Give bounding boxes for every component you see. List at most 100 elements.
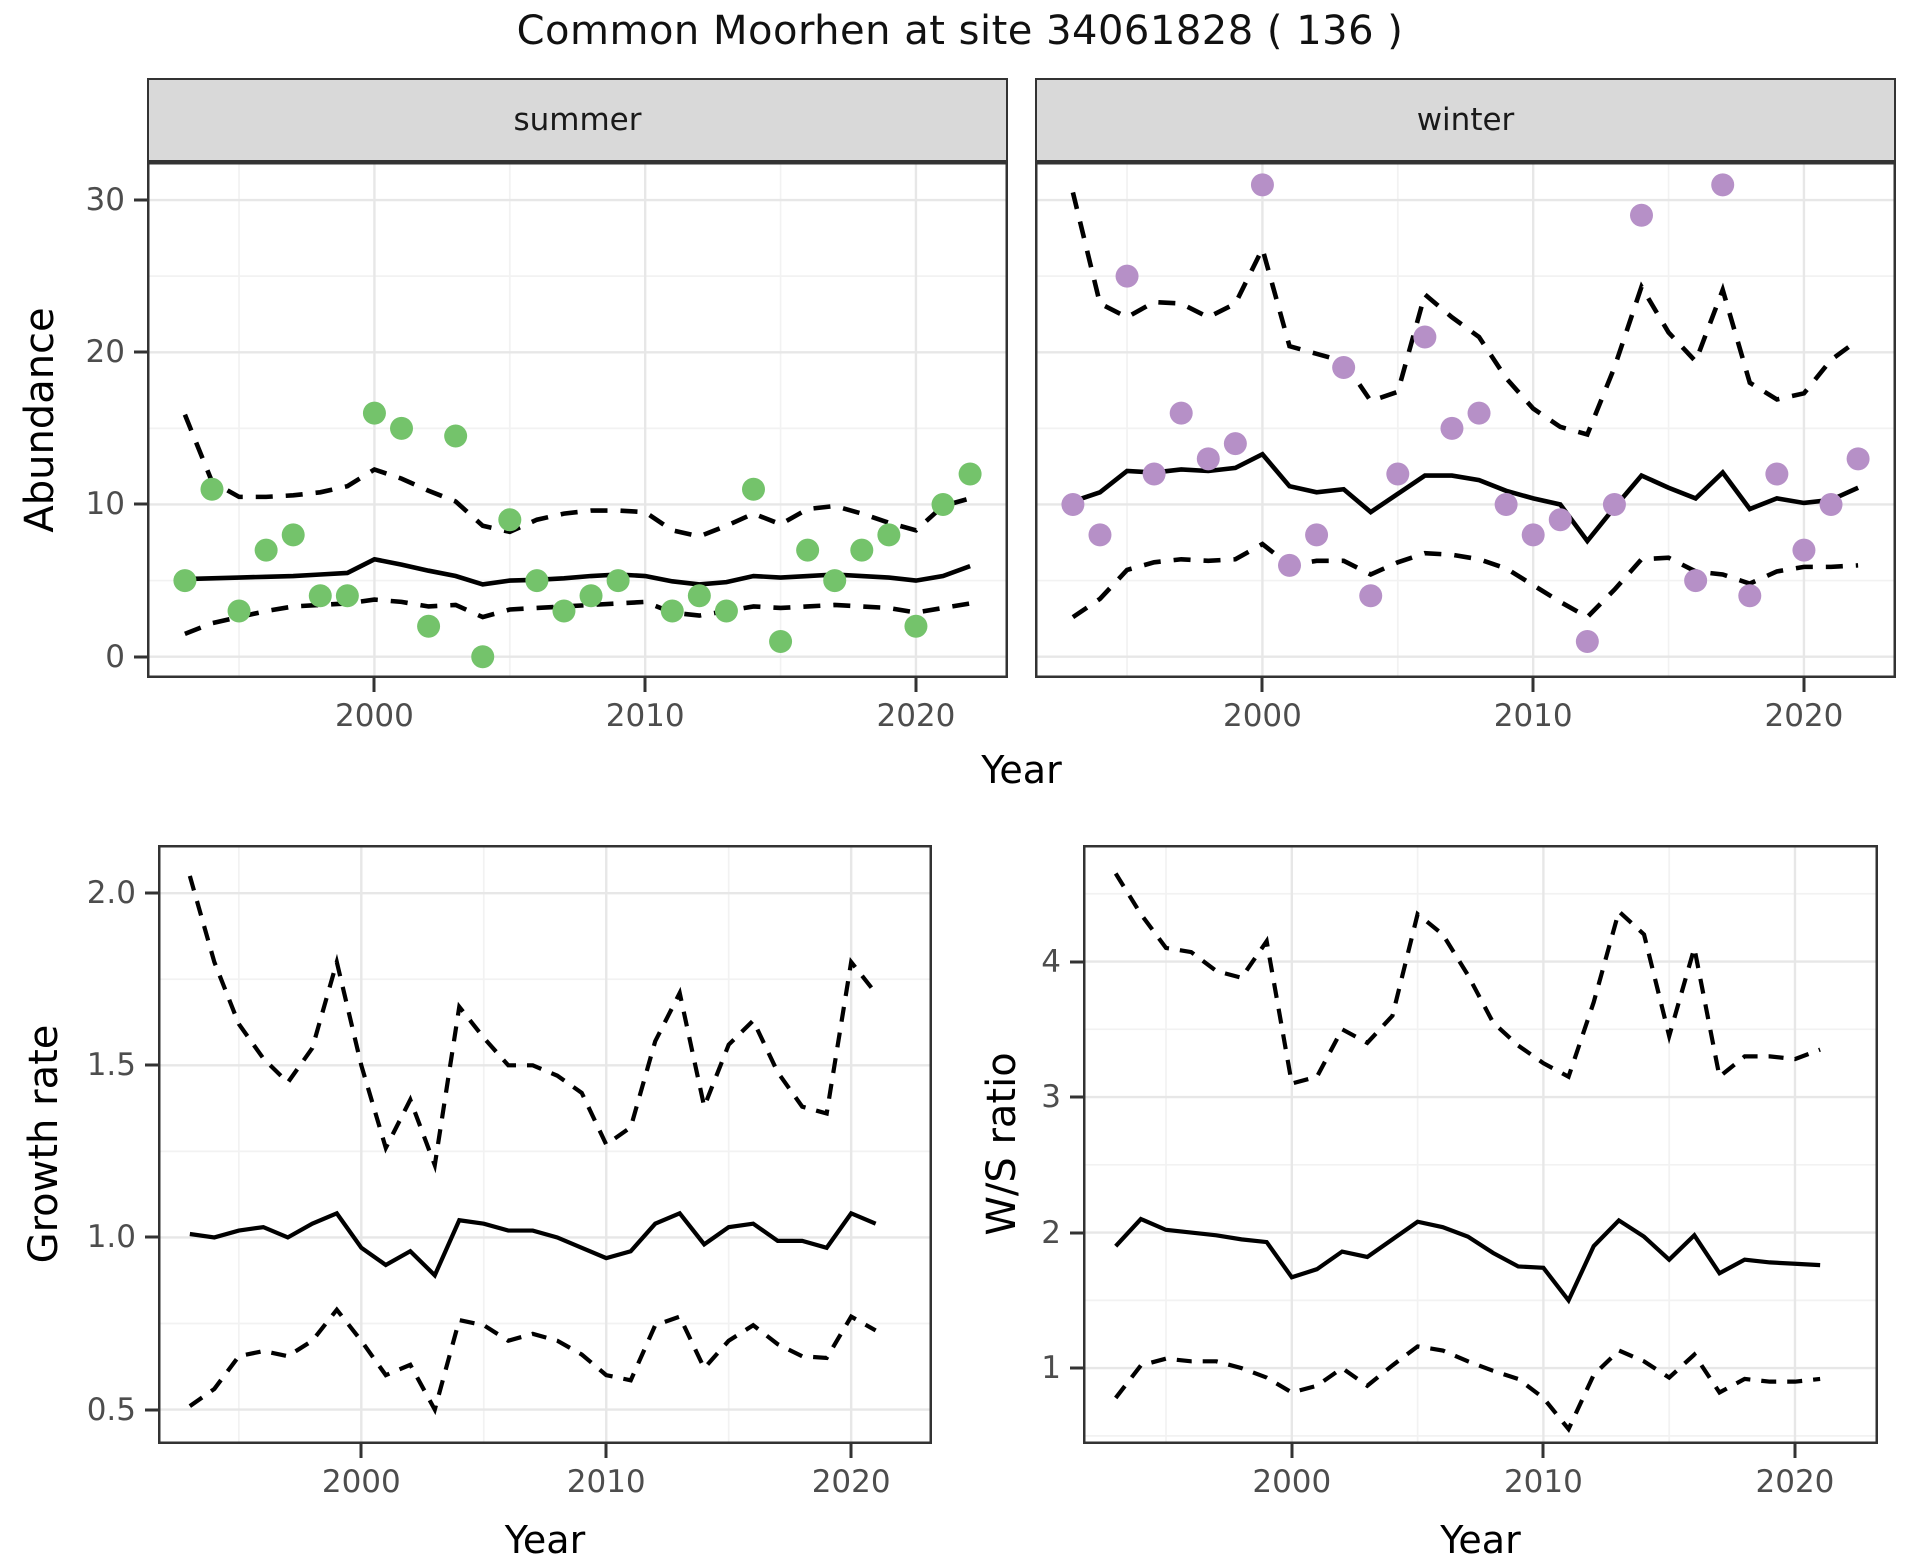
summer-observation-point xyxy=(444,424,468,448)
winter-observation-point xyxy=(1250,173,1274,197)
winter-observation-point xyxy=(1711,173,1735,197)
y-tick-mark xyxy=(134,350,147,354)
x-tick-mark xyxy=(643,678,647,692)
winter-observation-point xyxy=(1521,523,1545,547)
x-tick-mark xyxy=(604,1444,608,1458)
y-tick-label: 4 xyxy=(1041,943,1061,980)
growth-rate-axis-title: Growth rate xyxy=(21,1024,67,1264)
x-tick-label: 2000 xyxy=(1252,1464,1332,1500)
growth-upper_95ci-line xyxy=(187,875,878,1174)
ws-ratio-axis-title: W/S ratio xyxy=(979,1052,1025,1236)
ws-upper_95ci-line xyxy=(1113,872,1821,1087)
summer-abundance-panel xyxy=(147,162,1008,678)
y-tick-mark xyxy=(1070,1095,1083,1099)
ws-ratio-panel xyxy=(1083,845,1878,1444)
facet-strip-summer-label: summer xyxy=(513,102,642,138)
x-tick-label: 2010 xyxy=(1503,1464,1583,1500)
summer-observation-point xyxy=(931,492,955,516)
winter-upper_95ci-line xyxy=(1070,191,1860,438)
y-tick-mark xyxy=(145,1408,158,1412)
winter-observation-point xyxy=(1115,264,1139,288)
winter-observation-point xyxy=(1061,492,1085,516)
growth-lower_95ci-line xyxy=(188,1306,877,1416)
winter-observation-point xyxy=(1765,462,1789,486)
summer-observation-point xyxy=(958,462,982,486)
winter-observation-point xyxy=(1467,401,1491,425)
winter-observation-point xyxy=(1332,355,1356,379)
x-tick-mark xyxy=(1802,678,1806,692)
winter-observation-point xyxy=(1846,447,1870,471)
summer-observation-point xyxy=(362,401,386,425)
growth-y-axis-ticks: 0.5 1.0 1.5 2.0 xyxy=(70,845,158,1444)
ws-x-axis-ticks: 2000 2010 2020 xyxy=(1083,1444,1878,1514)
y-tick-label: 2 xyxy=(1041,1214,1061,1251)
facet-strip-summer: summer xyxy=(147,78,1008,162)
summer-observation-point xyxy=(308,584,332,608)
summer-observation-point xyxy=(471,645,495,669)
summer-observation-point xyxy=(606,569,630,593)
x-tick-mark xyxy=(1531,678,1535,692)
winter-observation-point xyxy=(1386,462,1410,486)
winter-observation-point xyxy=(1088,523,1112,547)
summer-observation-point xyxy=(904,614,928,638)
summer-observation-point xyxy=(741,477,765,501)
x-tick-label: 2010 xyxy=(605,698,685,734)
summer-observation-point xyxy=(796,538,820,562)
y-tick-label: 1 xyxy=(1041,1350,1061,1387)
y-tick-mark xyxy=(1070,1366,1083,1370)
y-tick-mark xyxy=(1070,1231,1083,1235)
summer-observation-point xyxy=(579,584,603,608)
x-tick-label: 2000 xyxy=(334,698,414,734)
summer-observation-point xyxy=(850,538,874,562)
winter-observation-point xyxy=(1278,553,1302,577)
ws-y-axis-ticks: 1 2 3 4 xyxy=(1020,845,1083,1444)
abundance-y-axis-ticks: 0 10 20 30 xyxy=(55,162,147,678)
summer-observation-point xyxy=(173,569,197,593)
growth-rate-panel xyxy=(158,845,932,1444)
summer-upper_95ci-line xyxy=(182,413,971,539)
x-tick-mark xyxy=(359,1444,363,1458)
winter-observation-point xyxy=(1305,523,1329,547)
summer-observation-point xyxy=(281,523,305,547)
x-tick-label: 2020 xyxy=(1755,1464,1835,1500)
facet-strip-winter-label: winter xyxy=(1416,102,1515,138)
y-tick-mark xyxy=(134,502,147,506)
summer-x-axis-ticks: 2000 2010 2020 xyxy=(147,678,1008,748)
summer-observation-point xyxy=(227,599,251,623)
y-tick-label: 30 xyxy=(85,182,125,219)
winter-observation-point xyxy=(1196,447,1220,471)
summer-observation-point xyxy=(823,569,847,593)
summer-observation-point xyxy=(390,416,414,440)
x-tick-label: 2010 xyxy=(566,1464,646,1500)
y-tick-label: 1.0 xyxy=(86,1219,136,1256)
year-axis-title-growth: Year xyxy=(504,1518,586,1560)
y-tick-label: 10 xyxy=(85,486,125,523)
x-tick-label: 2020 xyxy=(1764,698,1844,734)
winter-observation-point xyxy=(1494,492,1518,516)
x-tick-label: 2000 xyxy=(1222,698,1302,734)
winter-observation-point xyxy=(1548,508,1572,532)
winter-observation-point xyxy=(1819,492,1843,516)
y-tick-mark xyxy=(145,891,158,895)
winter-x-axis-ticks: 2000 2010 2020 xyxy=(1035,678,1896,748)
winter-observation-point xyxy=(1792,538,1816,562)
winter-observation-point xyxy=(1223,432,1247,456)
y-tick-label: 0.5 xyxy=(86,1391,136,1428)
year-axis-title-ws: Year xyxy=(1440,1518,1521,1560)
summer-observation-point xyxy=(552,599,576,623)
winter-observation-point xyxy=(1629,203,1653,227)
growth-x-axis-ticks: 2000 2010 2020 xyxy=(158,1444,932,1514)
summer-observation-point xyxy=(525,569,549,593)
summer-observation-point xyxy=(877,523,901,547)
year-axis-title-top: Year xyxy=(981,748,1062,792)
y-tick-mark xyxy=(1070,960,1083,964)
winter-observation-point xyxy=(1738,584,1762,608)
summer-observation-point xyxy=(254,538,278,562)
x-tick-mark xyxy=(914,678,918,692)
growth-growth_rate-line xyxy=(189,1210,877,1279)
summer-observation-point xyxy=(498,508,522,532)
winter-observation-point xyxy=(1359,584,1383,608)
summer-observation-point xyxy=(660,599,684,623)
summer-observation-point xyxy=(335,584,359,608)
